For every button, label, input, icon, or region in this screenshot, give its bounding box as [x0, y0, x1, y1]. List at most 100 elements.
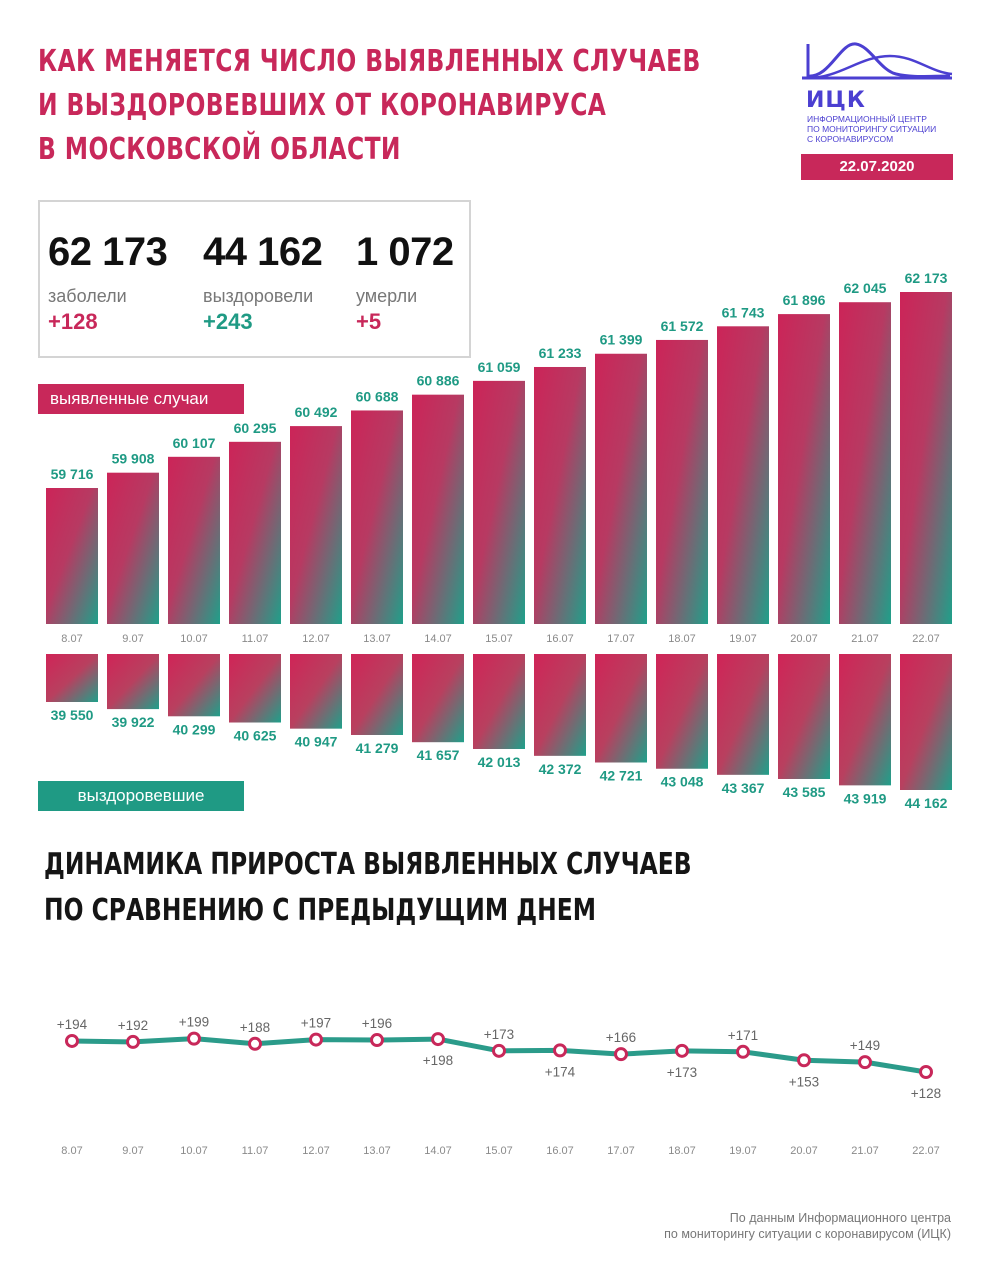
increase-point: [492, 1043, 506, 1058]
increase-x-tick-label: 13.07: [363, 1145, 391, 1157]
recovered-bar: [900, 654, 952, 790]
cases-x-tick-label: 9.07: [122, 633, 143, 645]
cases-bar: [534, 366, 586, 624]
stat-recovered-label: выздоровели: [203, 286, 314, 306]
recovered-bar-value-label: 41 657: [417, 747, 460, 763]
recovered-bar-value-label: 41 279: [356, 740, 399, 756]
increase-point: [614, 1047, 628, 1062]
increase-point: [919, 1065, 933, 1079]
cases-bar-value-label: 61 059: [478, 359, 521, 375]
recovered-bar-value-label: 40 299: [173, 721, 216, 737]
recovered-bar-value-label: 39 922: [112, 714, 155, 730]
cases-bar: [595, 353, 647, 624]
stat-cases-label: заболели: [48, 286, 127, 306]
cases-bar: [839, 302, 891, 624]
cases-x-tick-label: 22.07: [912, 633, 940, 645]
stat-cases-value: 62 173: [48, 230, 168, 274]
recovered-bar-value-label: 40 625: [234, 728, 277, 744]
stat-deaths-delta: +5: [356, 309, 382, 334]
title-line-2: И ВЫЗДОРОВЕВШИХ ОТ КОРОНАВИРУСА: [38, 88, 607, 123]
cases-x-tick-label: 11.07: [242, 633, 269, 645]
increase-value-label: +153: [789, 1074, 819, 1089]
stat-deaths-label: умерли: [356, 286, 418, 306]
increase-value-label: +196: [362, 1016, 392, 1031]
recovered-bar-value-label: 43 048: [661, 774, 704, 790]
page-title: КАК МЕНЯЕТСЯ ЧИСЛО ВЫЯВЛЕННЫХ СЛУЧАЕВ И …: [38, 40, 701, 172]
recovered-bar-series: 39 550 39 922 40 299 40 625 40 947 41 279 41 6…: [46, 654, 952, 811]
wave-logo-icon: [802, 42, 953, 80]
increase-point: [797, 1053, 811, 1068]
recovered-bar-value-label: 43 919: [844, 790, 887, 806]
cases-bar: [473, 380, 525, 624]
increase-value-label: +194: [57, 1017, 88, 1032]
stat-recovered-value: 44 162: [203, 230, 323, 274]
cases-bar-value-label: 59 908: [112, 451, 155, 467]
recovered-bar-value-label: 44 162: [905, 795, 948, 811]
recovered-bar-value-label: 40 947: [295, 734, 338, 750]
increase-value-label: +128: [911, 1086, 941, 1101]
increase-point: [187, 1031, 201, 1046]
recovered-bar: [717, 654, 769, 775]
cases-bar-series: 59 716 8.07 59 908 9.07 60 107 10.07 60 295 11.…: [46, 270, 952, 645]
increase-x-tick-label: 11.07: [242, 1145, 269, 1157]
cases-x-tick-label: 16.07: [546, 633, 574, 645]
cases-bar: [168, 456, 220, 624]
section-title-line-2: ПО СРАВНЕНИЮ С ПРЕДЫДУЩИМ ДНЕМ: [44, 893, 596, 928]
recovered-bar-value-label: 42 721: [600, 768, 643, 784]
increase-value-label: +149: [850, 1038, 880, 1053]
cases-bar: [900, 292, 952, 624]
source-note-line-2: по мониторингу ситуации с коронавирусом …: [664, 1227, 951, 1241]
increase-x-tick-label: 22.07: [912, 1145, 940, 1157]
logo-abbreviation: ИЦК: [806, 88, 866, 113]
increase-value-label: +166: [606, 1030, 636, 1045]
increase-x-tick-label: 19.07: [729, 1145, 757, 1157]
cases-bar-value-label: 61 233: [539, 345, 582, 361]
recovered-bar: [168, 654, 220, 717]
date-badge: 22.07.2020: [801, 154, 953, 180]
recovered-bar: [107, 654, 159, 710]
recovered-bar-value-label: 42 372: [539, 761, 582, 777]
cases-bar-value-label: 61 399: [600, 332, 643, 348]
increase-point: [858, 1055, 872, 1070]
source-note-line-1: По данным Информационного центра: [729, 1211, 951, 1225]
cases-x-tick-label: 21.07: [851, 633, 879, 645]
increase-value-label: +199: [179, 1015, 209, 1030]
increase-value-label: +173: [667, 1065, 697, 1080]
cases-bar: [351, 410, 403, 624]
increase-value-label: +188: [240, 1020, 270, 1035]
recovered-bar: [290, 654, 342, 729]
cases-bar-value-label: 60 492: [295, 404, 338, 420]
cases-bar: [107, 472, 159, 624]
increase-x-tick-label: 8.07: [61, 1145, 82, 1157]
increase-x-tick-label: 15.07: [485, 1145, 513, 1157]
cases-x-tick-label: 10.07: [180, 633, 208, 645]
logo-caption-line-3: с коронавирусом: [807, 134, 894, 144]
increase-point: [736, 1044, 750, 1059]
increase-x-tick-label: 10.07: [180, 1145, 208, 1157]
section-title: ДИНАМИКА ПРИРОСТА ВЫЯВЛЕННЫХ СЛУЧАЕВ ПО …: [44, 842, 692, 934]
recovered-bar: [839, 654, 891, 786]
increase-value-label: +173: [484, 1027, 514, 1042]
recovered-bar-value-label: 42 013: [478, 754, 521, 770]
increase-x-tick-label: 12.07: [302, 1145, 330, 1157]
stat-recovered-delta: +243: [203, 309, 253, 334]
increase-value-label: +171: [728, 1028, 758, 1043]
increase-x-tick-label: 14.07: [424, 1145, 452, 1157]
cases-bar-value-label: 62 173: [905, 270, 948, 286]
increase-x-tick-label: 18.07: [668, 1145, 696, 1157]
recovered-bar: [656, 654, 708, 769]
stat-deaths: 1 072 умерли +5: [356, 228, 454, 335]
increase-point: [248, 1036, 262, 1051]
recovered-bar: [412, 654, 464, 743]
cases-bar: [656, 339, 708, 624]
title-line-1: КАК МЕНЯЕТСЯ ЧИСЛО ВЫЯВЛЕННЫХ СЛУЧАЕВ: [38, 44, 701, 79]
section-title-line-1: ДИНАМИКА ПРИРОСТА ВЫЯВЛЕННЫХ СЛУЧАЕВ: [44, 847, 692, 882]
summary-box: 62 173 заболели +128 44 162 выздоровели …: [38, 200, 471, 358]
cases-x-tick-label: 17.07: [607, 633, 635, 645]
increase-value-label: +198: [423, 1053, 453, 1068]
cases-x-tick-label: 12.07: [302, 633, 330, 645]
recovered-bar: [595, 654, 647, 763]
recovered-bar-value-label: 43 585: [783, 784, 826, 800]
recovered-bar-value-label: 39 550: [51, 707, 94, 723]
